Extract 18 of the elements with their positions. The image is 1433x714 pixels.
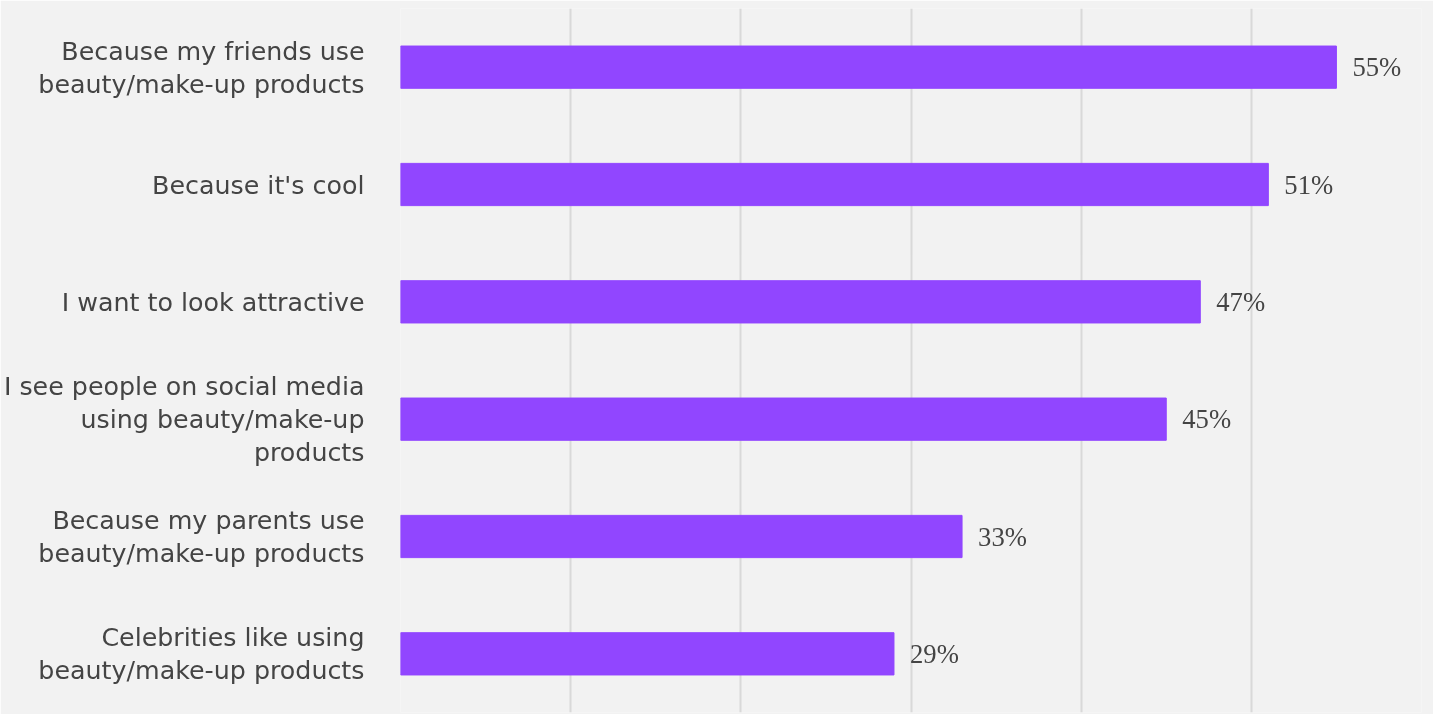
bar [400,632,895,676]
data-label: 47% [1216,286,1266,317]
data-label: 29% [909,638,959,669]
y-tick-label: Because it's cool [152,169,365,200]
y-tick-label: Because my friends use beauty/make-up products [38,35,365,99]
y-tick-label: I want to look attractive [61,286,365,317]
data-label: 45% [1182,404,1232,435]
y-tick-label: Because my parents use beauty/make-up products [38,505,365,568]
bar [400,514,963,559]
bar [400,45,1337,89]
bar [400,280,1201,324]
y-tick-label: Celebrities like using beauty/make-up products [38,622,365,686]
bar [400,397,1167,441]
data-label: 33% [978,521,1027,552]
bar [400,162,1269,207]
data-label: 51% [1284,169,1334,200]
y-tick-label: I see people on social media using beauty/make-up products [3,371,365,468]
data-label: 55% [1352,52,1402,83]
